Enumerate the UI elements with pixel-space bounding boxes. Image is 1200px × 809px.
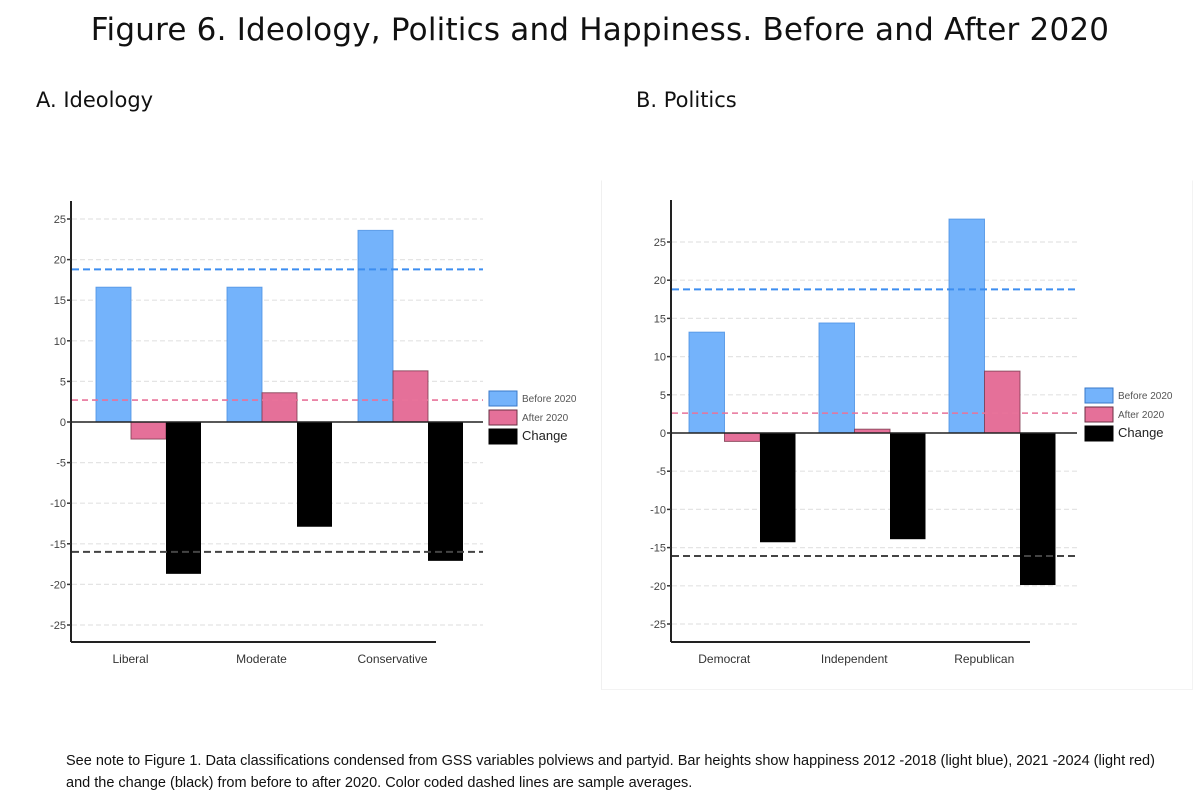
category-label: Moderate [236, 652, 287, 666]
y-tick-label: -10 [50, 498, 66, 510]
bar-after-2020 [984, 370, 1021, 434]
legend-label: Before 2020 [522, 394, 577, 405]
bar-change [428, 422, 463, 561]
y-tick-label: 5 [60, 376, 66, 388]
y-tick-label: 15 [654, 313, 666, 325]
bar-after-2020 [724, 432, 761, 442]
bar-after-2020 [392, 370, 429, 423]
y-tick-label: 25 [654, 237, 666, 249]
legend: Before 2020 After 2020 Change [488, 390, 577, 445]
y-tick-label: 15 [54, 295, 66, 307]
y-tick-label: 5 [660, 390, 666, 402]
legend-swatch-before [488, 390, 518, 407]
legend-swatch-after [1084, 406, 1114, 423]
bar-after-2020 [130, 421, 167, 440]
y-tick-label: -15 [650, 543, 666, 555]
y-tick-label: 20 [54, 255, 66, 267]
legend-label: Change [1118, 425, 1164, 440]
y-tick-label: 20 [654, 275, 666, 287]
category-label: Independent [821, 652, 888, 666]
panel-b-frame [601, 180, 1193, 690]
legend-swatch-before [1084, 387, 1114, 404]
panel-a-title: A. Ideology [36, 88, 154, 112]
y-tick-label: -20 [650, 581, 666, 593]
legend-label: Before 2020 [1118, 391, 1173, 402]
category-label: Liberal [112, 652, 148, 666]
bar-change [760, 433, 796, 543]
legend-swatch-change [488, 428, 518, 445]
bar-change [1020, 433, 1056, 586]
y-tick-label: -5 [56, 458, 66, 470]
bar-before-2020 [226, 286, 263, 423]
bar-change [166, 422, 201, 574]
y-tick-label: -25 [50, 620, 66, 632]
y-tick-label: 25 [54, 214, 66, 226]
bar-before-2020 [357, 229, 394, 423]
legend-swatch-change [1084, 425, 1114, 442]
bar-before-2020 [948, 218, 985, 434]
category-label: Democrat [698, 652, 751, 666]
y-tick-label: -25 [650, 619, 666, 631]
bar-before-2020 [818, 322, 855, 434]
category-label: Conservative [357, 652, 427, 666]
bar-after-2020 [261, 392, 298, 423]
figure-title: Figure 6. Ideology, Politics and Happine… [90, 12, 1110, 48]
figure-note: See note to Figure 1. Data classificatio… [66, 753, 1155, 791]
legend-label: Change [522, 428, 568, 443]
bar-before-2020 [95, 286, 132, 423]
y-tick-label: 0 [60, 417, 66, 429]
legend-swatch-after [488, 409, 518, 426]
y-tick-label: 0 [660, 428, 666, 440]
legend-label: After 2020 [522, 413, 569, 424]
panel-a-chart: Liberal Moderate Conservative 25 20 15 10 5 0 -5 -… [50, 201, 577, 666]
y-tick-label: -10 [650, 504, 666, 516]
y-tick-label: 10 [54, 336, 66, 348]
panel-b-chart: Democrat Independent Republican 25 20 15 10 5 0 -… [650, 200, 1173, 666]
y-tick-label: 10 [654, 352, 666, 364]
y-tick-label: -20 [50, 579, 66, 591]
y-tick-label: -15 [50, 539, 66, 551]
legend-label: After 2020 [1118, 410, 1165, 421]
category-label: Republican [954, 652, 1014, 666]
bar-change [890, 433, 926, 540]
y-tick-label: -5 [656, 466, 666, 478]
panel-b-title: B. Politics [636, 88, 737, 112]
bar-before-2020 [688, 331, 725, 434]
legend: Before 2020 After 2020 Change [1084, 387, 1173, 442]
bar-change [297, 422, 332, 527]
